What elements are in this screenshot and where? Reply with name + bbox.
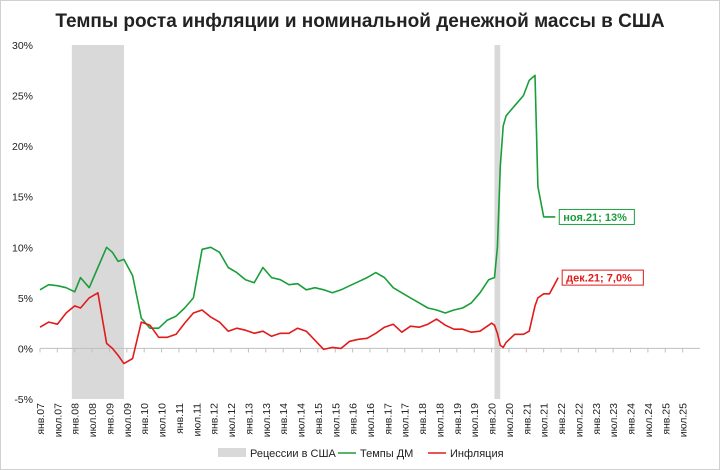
x-tick-label: июл.25 <box>678 403 690 437</box>
y-tick-label: 25% <box>12 91 33 103</box>
annotation-label-0: ноя.21; 13% <box>563 212 627 224</box>
x-tick-label: янв.24 <box>626 403 638 435</box>
series-line-money <box>39 74 556 330</box>
axis-layer: -5% 0% 5% 10% 15% 20% 25% 30% янв.07 июл.07 янв.08… <box>12 40 700 437</box>
x-tick-label: янв.18 <box>417 403 429 435</box>
x-tick-label: янв.17 <box>382 403 394 435</box>
x-tick-label: июл.19 <box>469 403 481 437</box>
x-tick-label: янв.10 <box>139 403 151 435</box>
chart-title: Темпы роста инфляции и номинальной денеж… <box>55 11 665 32</box>
x-tick-label: янв.07 <box>35 403 47 435</box>
recession-band-0 <box>71 45 124 399</box>
x-tick-label: янв.13 <box>243 403 255 435</box>
x-tick-label: янв.20 <box>487 403 499 435</box>
y-tick-label: -5% <box>14 394 33 406</box>
x-tick-label: янв.16 <box>348 403 360 435</box>
y-tick-label: 30% <box>12 40 33 52</box>
legend: Рецессии в США Темпы ДМ Инфляция <box>218 448 504 460</box>
x-tick-label: янв.11 <box>174 403 186 434</box>
x-tick-label: июл.10 <box>157 403 169 437</box>
x-tick-label: июл.15 <box>330 403 342 437</box>
x-tick-label: июл.16 <box>365 403 377 437</box>
x-tick-label: янв.23 <box>591 403 603 435</box>
x-tick-label: июл.20 <box>504 403 516 437</box>
x-tick-label: июл.18 <box>434 403 446 437</box>
x-tick-label: янв.14 <box>278 403 290 435</box>
y-tick-label: 10% <box>12 242 33 254</box>
series-layer <box>39 74 559 365</box>
recession-layer <box>71 45 501 399</box>
recession-band-1 <box>494 45 501 399</box>
series-line-inflation <box>39 277 559 365</box>
x-tick-label: янв.08 <box>70 403 82 435</box>
annotation-box-1 <box>561 269 644 286</box>
y-tick-label: 5% <box>18 293 33 305</box>
annotation-label-1: дек.21; 7,0% <box>566 273 632 285</box>
x-tick-label: июл.07 <box>52 403 64 437</box>
x-tick-label: янв.25 <box>660 403 672 435</box>
x-tick-label: июл.23 <box>608 403 620 437</box>
legend-label-inflation: Инфляция <box>450 448 504 460</box>
y-tick-label: 20% <box>12 141 33 153</box>
legend-label-recession: Рецессии в США <box>250 448 337 460</box>
x-tick-label: июл.08 <box>87 403 99 437</box>
legend-label-money: Темпы ДМ <box>360 448 413 460</box>
x-tick-label: июл.24 <box>643 403 655 437</box>
legend-swatch-recession <box>218 448 246 457</box>
x-tick-label: янв.19 <box>452 403 464 435</box>
x-tick-label: янв.21 <box>521 403 533 435</box>
x-tick-label: янв.22 <box>556 403 568 435</box>
y-tick-label: 15% <box>12 192 33 204</box>
x-tick-label: июл.11 <box>191 403 203 437</box>
x-tick-label: июл.09 <box>122 403 134 437</box>
annotation-layer: ноя.21; 13% дек.21; 7,0% <box>558 208 644 286</box>
x-tick-label: янв.15 <box>313 403 325 435</box>
x-tick-label: июл.14 <box>296 403 308 437</box>
x-tick-label: янв.12 <box>209 403 221 435</box>
y-tick-label: 0% <box>18 343 33 355</box>
x-tick-label: июл.17 <box>400 403 412 437</box>
x-tick-label: июл.22 <box>573 403 585 437</box>
x-tick-label: июл.12 <box>226 403 238 437</box>
annotation-box-0 <box>558 208 635 225</box>
x-tick-label: июл.21 <box>539 403 551 437</box>
x-tick-label: янв.09 <box>104 403 116 435</box>
x-tick-label: июл.13 <box>261 403 273 437</box>
